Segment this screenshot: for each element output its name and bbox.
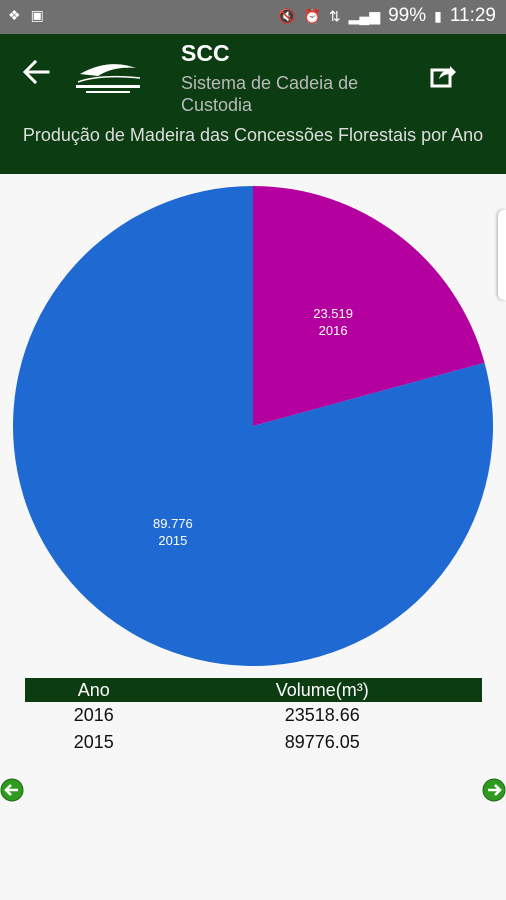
data-table: Ano Volume(m³) 2016 23518.66 2015 89776.… xyxy=(25,678,482,756)
table-row: 2015 89776.05 xyxy=(25,729,482,756)
cell-ano: 2016 xyxy=(73,705,114,725)
serviço-florestal-logo xyxy=(76,64,141,93)
share-icon[interactable] xyxy=(430,64,456,88)
clock: 11:29 xyxy=(449,5,496,26)
alarm-icon: ⏰ xyxy=(303,7,321,24)
battery-percent: 99% xyxy=(388,5,427,26)
pie-slice-2016 xyxy=(253,186,485,426)
app-bar: SCC Sistema de Cadeia de Custodia xyxy=(0,34,506,118)
table-header-row: Ano Volume(m³) xyxy=(25,678,482,702)
battery-icon: ▮ xyxy=(434,7,442,24)
edge-panel-handle[interactable] xyxy=(498,210,506,300)
dropbox-icon: ❖ xyxy=(8,7,21,23)
back-arrow-icon[interactable] xyxy=(20,56,52,88)
chart-area: 23.519 2016 89.776 2015 xyxy=(0,174,506,674)
status-bar: ❖ ▣ 🔇 ⏰ ⇅ ▂▄▆ 99% ▮ 11:29 xyxy=(0,0,506,34)
status-right-icons: 🔇 ⏰ ⇅ ▂▄▆ 99% ▮ 11:29 xyxy=(278,5,496,27)
slice-value-label: 89.776 xyxy=(153,516,193,531)
app-title: SCC xyxy=(181,40,230,66)
next-button[interactable] xyxy=(482,778,506,802)
column-header-volume: Volume(m³) xyxy=(162,678,482,702)
column-header-ano: Ano xyxy=(25,678,163,702)
pie-chart: 23.519 2016 89.776 2015 xyxy=(13,186,493,666)
data-icon: ⇅ xyxy=(328,7,341,24)
pie-slice-2015 xyxy=(13,186,493,666)
slice-value-label: 23.519 xyxy=(313,306,353,321)
slice-category-label: 2015 xyxy=(158,533,187,548)
chart-title: Produção de Madeira das Concessões Flore… xyxy=(0,118,506,174)
previous-button[interactable] xyxy=(0,778,24,802)
cell-volume: 89776.05 xyxy=(284,732,360,752)
cell-ano: 2015 xyxy=(73,732,114,752)
app-subtitle: Sistema de Cadeia de Custodia xyxy=(181,73,359,115)
mute-icon: 🔇 xyxy=(278,7,296,24)
table-row: 2016 23518.66 xyxy=(25,702,482,729)
signal-icon: ▂▄▆ xyxy=(348,7,381,24)
slice-category-label: 2016 xyxy=(319,323,348,338)
status-left-icons: ❖ ▣ xyxy=(8,7,44,24)
cell-volume: 23518.66 xyxy=(284,705,360,725)
gallery-icon: ▣ xyxy=(30,7,44,23)
